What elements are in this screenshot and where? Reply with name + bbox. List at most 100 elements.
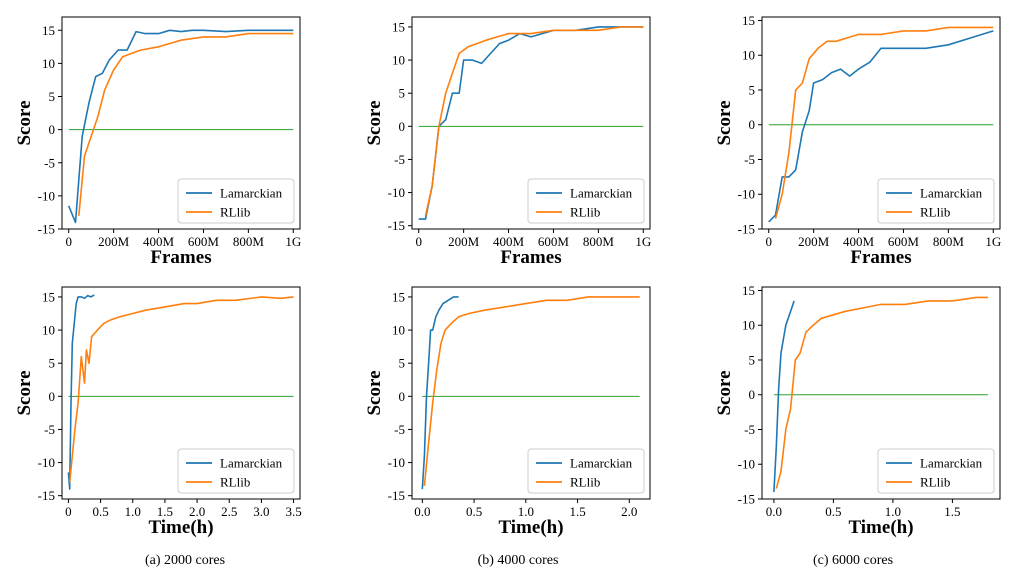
chart-b-frames: 0 200M 400M 600M 800M 1G -15 -10 -5 0 5 10 15 Frames S… — [364, 16, 651, 268]
y-tick-label: 10 — [742, 318, 755, 333]
legend: Lamarckian RLlib — [527, 448, 645, 494]
x-tick-label: 1.0 — [885, 504, 901, 519]
y-tick-label: 10 — [42, 56, 55, 71]
series-line-lamarckian — [768, 30, 994, 223]
legend: Lamarckian RLlib — [177, 178, 295, 224]
x-tick-label: 1G — [635, 234, 651, 249]
y-tick-label: -15 — [38, 222, 55, 237]
x-tick-label: 0.5 — [825, 504, 841, 519]
plot-frame — [411, 16, 651, 230]
y-tick-label: -5 — [394, 422, 405, 437]
y-axis-label: Score — [364, 100, 385, 145]
x-tick-label: 600M — [538, 234, 570, 249]
x-tick-label: 600M — [188, 234, 220, 249]
x-axis-label: Time(h) — [848, 517, 913, 538]
x-tick-label: 0 — [65, 234, 72, 249]
legend-label-rllib: RLlib — [220, 475, 250, 490]
x-tick-label: 0.0 — [766, 504, 782, 519]
x-tick-label: 1G — [285, 234, 301, 249]
x-tick-label: 3.0 — [253, 504, 269, 519]
y-tick-label: -5 — [744, 422, 755, 437]
series-line-lamarckian — [773, 300, 795, 493]
y-axis-label: Score — [14, 100, 35, 145]
x-tick-label: 0.5 — [466, 504, 482, 519]
legend-label-lamarckian: Lamarckian — [220, 186, 283, 201]
y-tick-label: 10 — [42, 323, 55, 338]
x-axis-label: Frames — [150, 247, 211, 268]
y-tick-label: -5 — [744, 152, 755, 167]
y-tick-label: 10 — [392, 323, 405, 338]
legend-label-rllib: RLlib — [920, 475, 950, 490]
legend-label-lamarckian: Lamarckian — [220, 456, 283, 471]
series-line-rllib — [423, 296, 640, 486]
x-tick-label: 800M — [933, 234, 965, 249]
y-tick-label: -15 — [738, 222, 755, 237]
plot-frame — [761, 286, 1001, 500]
y-tick-label: 15 — [742, 283, 755, 298]
y-tick-label: -5 — [44, 155, 55, 170]
y-tick-label: 5 — [749, 352, 756, 367]
series-line-rllib — [775, 296, 989, 489]
y-tick-label: 5 — [399, 86, 406, 101]
legend-label-rllib: RLlib — [570, 475, 600, 490]
y-tick-label: -10 — [388, 185, 405, 200]
x-tick-label: 1.5 — [569, 504, 585, 519]
legend: Lamarckian RLlib — [177, 448, 295, 494]
chart-c-time: 0.0 0.5 1.0 1.5 -15 -10 -5 0 5 10 15 Time(h) Score La… — [714, 283, 1001, 538]
y-axis-label: Score — [14, 370, 35, 415]
x-tick-label: 2.0 — [621, 504, 637, 519]
x-tick-label: 1.0 — [518, 504, 534, 519]
x-tick-label: 0.5 — [92, 504, 108, 519]
y-tick-label: -15 — [38, 488, 55, 503]
y-tick-label: 15 — [742, 13, 755, 28]
x-tick-label: 200M — [98, 234, 130, 249]
legend-label-lamarckian: Lamarckian — [920, 186, 983, 201]
y-tick-label: 0 — [399, 389, 406, 404]
y-tick-label: 0 — [49, 389, 56, 404]
x-tick-label: 0 — [65, 504, 72, 519]
y-tick-label: -15 — [388, 488, 405, 503]
plot-frame — [61, 286, 301, 500]
caption-b: (b) 4000 cores — [477, 553, 559, 568]
y-axis-label: Score — [714, 370, 735, 415]
x-tick-label: 2.5 — [221, 504, 237, 519]
series-line-rllib — [78, 32, 294, 216]
legend-label-lamarckian: Lamarckian — [570, 186, 633, 201]
y-tick-label: 5 — [49, 89, 56, 104]
caption-a: (a) 2000 cores — [144, 553, 226, 568]
x-tick-label: 3.5 — [285, 504, 301, 519]
x-tick-label: 0 — [415, 234, 422, 249]
legend-label-rllib: RLlib — [570, 205, 600, 220]
chart-b-time: 0.0 0.5 1.0 1.5 2.0 -15 -10 -5 0 5 10 15 Time(h) Scor… — [364, 286, 651, 538]
series-line-lamarckian — [67, 29, 294, 224]
x-axis-label: Time(h) — [148, 517, 213, 538]
legend-label-lamarckian: Lamarckian — [570, 456, 633, 471]
y-axis-label: Score — [714, 100, 735, 145]
legend: Lamarckian RLlib — [877, 448, 995, 494]
y-tick-label: -15 — [738, 492, 755, 507]
x-tick-label: 800M — [233, 234, 265, 249]
y-tick-label: -10 — [38, 455, 55, 470]
y-tick-label: 5 — [399, 356, 406, 371]
x-tick-label: 0.0 — [414, 504, 430, 519]
y-tick-label: -10 — [38, 188, 55, 203]
chart-a-frames: 0 200M 400M 600M 800M 1G -15 -10 -5 0 5 10 15 Frames S… — [14, 16, 301, 268]
y-tick-label: -5 — [44, 422, 55, 437]
x-tick-label: 1G — [985, 234, 1001, 249]
y-tick-label: 0 — [749, 117, 756, 132]
x-tick-label: 400M — [493, 234, 525, 249]
y-tick-label: 10 — [392, 53, 405, 68]
x-tick-label: 1.0 — [125, 504, 141, 519]
y-tick-label: -10 — [738, 187, 755, 202]
plot-frame — [761, 16, 1001, 230]
x-tick-label: 600M — [888, 234, 920, 249]
plot-frame — [411, 286, 651, 500]
legend-label-rllib: RLlib — [920, 205, 950, 220]
chart-a-time: 0 0.5 1.0 1.5 2.0 2.5 3.0 3.5 -15 -10 -5 0 5 10 15 Time… — [14, 286, 302, 538]
chart-c-frames: 0 200M 400M 600M 800M 1G -15 -10 -5 0 5 10 15 Frames S… — [714, 13, 1001, 268]
y-tick-label: -10 — [388, 455, 405, 470]
y-tick-label: 0 — [49, 122, 56, 137]
y-axis-label: Score — [364, 370, 385, 415]
y-tick-label: 10 — [742, 48, 755, 63]
